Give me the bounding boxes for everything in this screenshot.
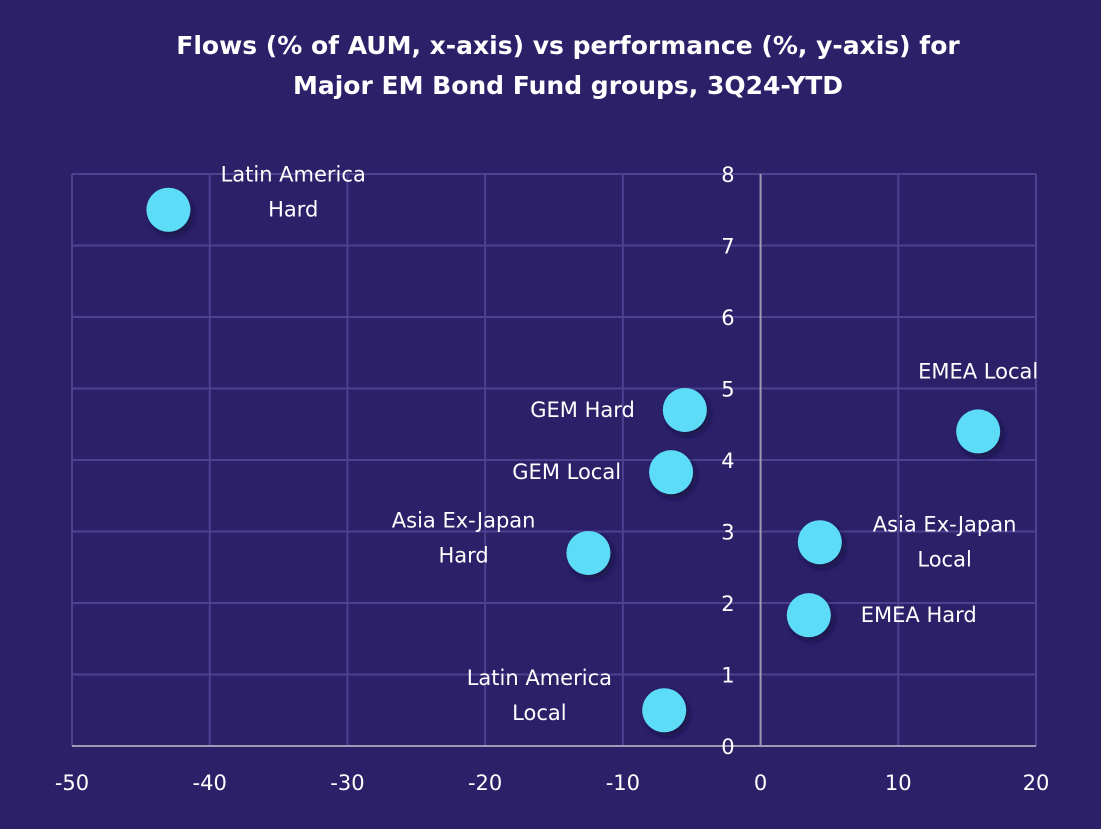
x-tick-label: 10 <box>885 771 912 795</box>
data-point <box>566 530 611 575</box>
y-tick-label: 7 <box>721 235 734 259</box>
data-point-label: Asia Ex-Japan <box>873 513 1017 537</box>
y-tick-label: 4 <box>721 449 734 473</box>
data-point <box>956 409 1001 454</box>
data-point <box>786 593 831 638</box>
data-point-label: Local <box>917 548 971 572</box>
x-tick-label: 0 <box>754 771 767 795</box>
y-tick-label: 2 <box>721 592 734 616</box>
data-point-label: Hard <box>438 543 488 567</box>
chart-title-line-2: Major EM Bond Fund groups, 3Q24-YTD <box>293 71 843 100</box>
data-point <box>797 520 842 565</box>
data-point-label: EMEA Local <box>918 359 1038 383</box>
data-point-label: Latin America <box>467 666 612 690</box>
data-point-label: GEM Local <box>512 460 621 484</box>
data-point-label: Hard <box>268 197 318 221</box>
plot-area: -50 -40 -30 -20 -10 0 10 20 0 1 2 3 4 5 6 7 8 Latin Ameri… <box>55 162 1050 795</box>
data-point-label: Latin America <box>221 162 366 186</box>
x-tick-label: -30 <box>330 771 364 795</box>
y-tick-label: 1 <box>721 664 734 688</box>
x-tick-label: -50 <box>55 771 89 795</box>
y-tick-label: 5 <box>721 378 734 402</box>
chart-title-line-1: Flows (% of AUM, x-axis) vs performance … <box>176 31 960 60</box>
data-point-label: GEM Hard <box>530 398 635 422</box>
x-tick-label: -20 <box>468 771 502 795</box>
data-point-label: EMEA Hard <box>861 603 977 627</box>
x-tick-label: -10 <box>606 771 640 795</box>
y-tick-label: 6 <box>721 306 734 330</box>
data-point <box>662 387 707 432</box>
data-point <box>146 187 191 232</box>
x-tick-label: 20 <box>1023 771 1050 795</box>
data-point-label: Asia Ex-Japan <box>392 508 536 532</box>
data-point <box>649 450 694 495</box>
y-tick-label: 3 <box>721 521 734 545</box>
data-point <box>642 688 687 733</box>
x-tick-label: -40 <box>193 771 227 795</box>
y-tick-label: 8 <box>721 163 734 187</box>
data-point-label: Local <box>512 701 566 725</box>
y-tick-label: 0 <box>721 735 734 759</box>
